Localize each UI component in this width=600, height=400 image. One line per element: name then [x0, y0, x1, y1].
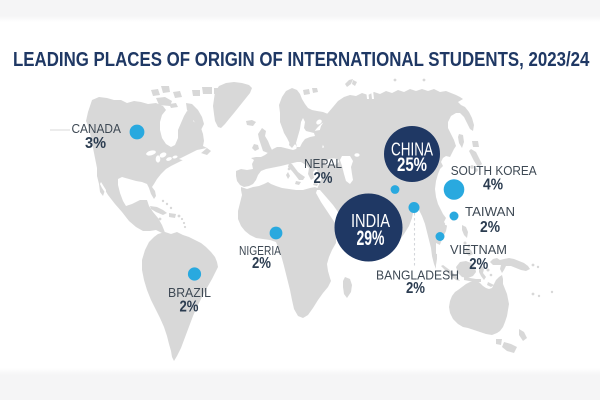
svg-text:2%: 2% — [406, 280, 425, 297]
svg-text:2%: 2% — [480, 219, 500, 236]
svg-text:2%: 2% — [314, 170, 333, 187]
svg-text:CANADA: CANADA — [71, 121, 121, 136]
svg-text:TAIWAN: TAIWAN — [465, 204, 515, 219]
svg-text:SOUTH KOREA: SOUTH KOREA — [451, 163, 537, 178]
svg-text:BANGLADESH: BANGLADESH — [376, 268, 459, 283]
svg-text:2%: 2% — [180, 299, 199, 316]
svg-text:2%: 2% — [469, 256, 488, 273]
svg-text:3%: 3% — [85, 135, 106, 152]
svg-text:NIGERIA: NIGERIA — [239, 243, 281, 258]
svg-text:25%: 25% — [397, 155, 427, 176]
svg-text:INDIA: INDIA — [351, 210, 391, 231]
svg-text:CHINA: CHINA — [391, 140, 433, 160]
svg-text:2%: 2% — [252, 255, 271, 272]
svg-text:29%: 29% — [357, 227, 385, 250]
svg-text:NEPAL: NEPAL — [304, 156, 342, 171]
svg-text:4%: 4% — [483, 177, 503, 194]
svg-text:VIETNAM: VIETNAM — [450, 242, 507, 257]
svg-text:BRAZIL: BRAZIL — [168, 285, 211, 300]
